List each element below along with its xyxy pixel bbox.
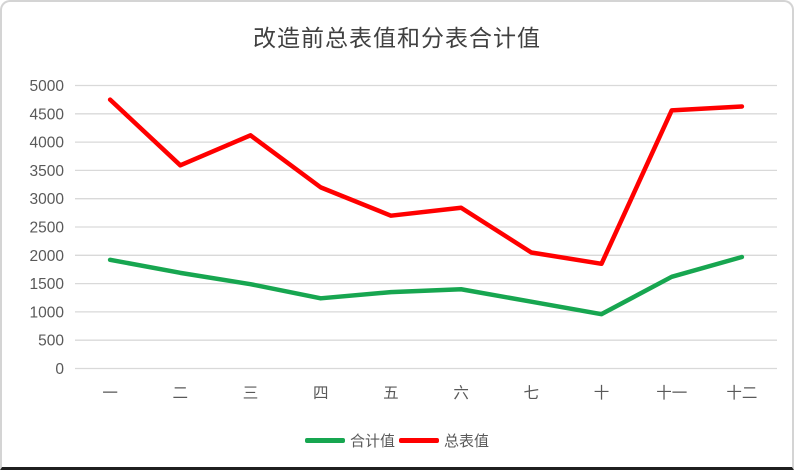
legend-label: 合计值 (349, 433, 395, 450)
y-tick-label: 0 (55, 361, 64, 378)
y-axis-tick-labels: 0 500 1000 1500 2000 2500 3000 3500 4000 4500 5000 (30, 78, 65, 378)
x-tick-label: 四 (313, 385, 329, 402)
x-tick-label: 一 (102, 385, 118, 402)
x-tick-label: 二 (173, 385, 189, 402)
legend-label: 总表值 (444, 433, 490, 450)
legend-line-swatch-icon (304, 438, 345, 443)
x-tick-label: 十 (594, 384, 610, 402)
x-tick-label: 七 (524, 384, 540, 402)
legend-item-0: 合计值 (304, 430, 395, 451)
x-tick-label: 五 (383, 385, 399, 402)
y-tick-label: 3000 (30, 191, 65, 208)
y-tick-label: 4000 (30, 135, 65, 152)
y-tick-label: 3500 (30, 163, 65, 180)
x-tick-label: 三 (243, 385, 259, 402)
x-tick-label: 十一 (656, 384, 687, 402)
y-tick-label: 500 (38, 333, 64, 350)
y-tick-label: 2500 (30, 220, 65, 237)
legend-line-swatch-icon (399, 438, 439, 443)
y-tick-label: 1000 (30, 304, 65, 321)
y-tick-label: 1500 (30, 276, 65, 293)
x-tick-label: 十二 (726, 384, 757, 402)
x-axis-tick-labels: 一 二 三 四 五 六 七 十 十一 十二 (102, 384, 757, 402)
y-tick-label: 4500 (30, 106, 65, 123)
chart-legend: 合计值 总表值 (2, 430, 792, 451)
chart-title: 改造前总表值和分表合计值 (253, 25, 541, 51)
series-line-0 (107, 254, 745, 317)
y-tick-label: 2000 (30, 248, 65, 265)
y-tick-label: 5000 (30, 78, 65, 95)
legend-item-1: 总表值 (399, 430, 489, 451)
gridlines (75, 84, 777, 370)
x-tick-label: 六 (453, 384, 469, 402)
series-line-1 (107, 97, 745, 267)
